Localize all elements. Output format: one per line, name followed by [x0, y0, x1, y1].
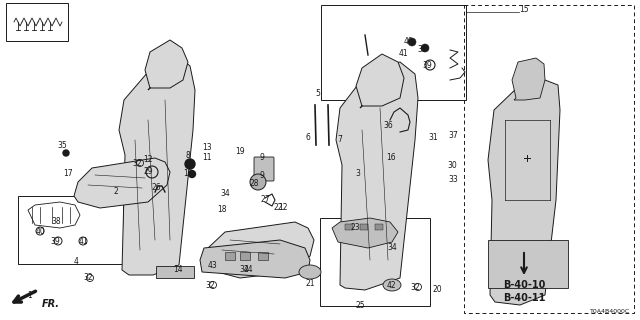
Text: 34: 34 — [387, 244, 397, 252]
Polygon shape — [119, 56, 195, 275]
Ellipse shape — [383, 279, 401, 291]
Bar — [321, 5, 466, 100]
Circle shape — [408, 38, 416, 46]
Text: 24: 24 — [243, 266, 253, 275]
Text: 9: 9 — [260, 172, 264, 180]
Text: 34: 34 — [220, 188, 230, 197]
Polygon shape — [356, 54, 404, 108]
Text: B-40-10: B-40-10 — [503, 280, 545, 290]
Circle shape — [421, 44, 429, 52]
Polygon shape — [488, 80, 560, 305]
Text: 22: 22 — [273, 203, 283, 212]
Text: 1: 1 — [28, 292, 33, 300]
Text: 28: 28 — [249, 179, 259, 188]
Text: 12: 12 — [278, 203, 288, 212]
Text: 23: 23 — [350, 223, 360, 233]
Bar — [6, 3, 68, 41]
Text: 41: 41 — [78, 236, 88, 245]
Text: 39: 39 — [50, 236, 60, 245]
Text: 40: 40 — [35, 227, 45, 236]
Text: 40: 40 — [404, 36, 414, 45]
Text: 18: 18 — [217, 205, 227, 214]
Text: 6: 6 — [305, 132, 310, 141]
Text: 30: 30 — [447, 162, 457, 171]
Circle shape — [189, 171, 195, 178]
Ellipse shape — [299, 265, 321, 279]
Text: 38: 38 — [51, 217, 61, 226]
Text: 2: 2 — [113, 188, 118, 196]
Polygon shape — [205, 222, 314, 278]
Text: 27: 27 — [260, 195, 270, 204]
Polygon shape — [145, 40, 188, 90]
Text: 26: 26 — [152, 183, 162, 193]
Text: 39: 39 — [422, 60, 432, 69]
Bar — [375, 224, 383, 230]
Bar — [240, 252, 250, 260]
Text: 38: 38 — [417, 44, 427, 53]
Text: 13: 13 — [202, 143, 212, 153]
Text: 19: 19 — [235, 148, 245, 156]
Text: 3: 3 — [355, 169, 360, 178]
Bar — [345, 224, 353, 230]
Text: FR.: FR. — [42, 299, 60, 309]
Text: 16: 16 — [386, 153, 396, 162]
Text: T0A4B4000C: T0A4B4000C — [589, 309, 630, 314]
Text: 21: 21 — [305, 278, 315, 287]
Text: 12: 12 — [143, 155, 153, 164]
Text: 42: 42 — [386, 281, 396, 290]
Polygon shape — [512, 58, 545, 100]
Circle shape — [63, 150, 69, 156]
Text: 20: 20 — [432, 285, 442, 294]
Text: 35: 35 — [57, 140, 67, 149]
Text: 32: 32 — [410, 283, 420, 292]
Bar — [488, 240, 568, 288]
Text: 8: 8 — [186, 151, 190, 161]
Polygon shape — [336, 62, 418, 290]
Text: 4: 4 — [74, 257, 79, 266]
Text: 37: 37 — [448, 132, 458, 140]
Circle shape — [250, 174, 266, 190]
Text: 7: 7 — [337, 134, 342, 143]
Bar — [225, 252, 235, 260]
Text: 31: 31 — [428, 133, 438, 142]
Text: 9: 9 — [260, 154, 264, 163]
FancyBboxPatch shape — [254, 157, 274, 181]
Circle shape — [185, 159, 195, 169]
Bar — [360, 224, 368, 230]
Text: 11: 11 — [202, 153, 212, 162]
Text: 32: 32 — [83, 274, 93, 283]
Polygon shape — [200, 240, 310, 278]
Text: 33: 33 — [448, 175, 458, 185]
Text: 29: 29 — [143, 167, 153, 177]
Text: 14: 14 — [173, 266, 183, 275]
Text: 10: 10 — [183, 170, 193, 179]
Bar — [156, 266, 194, 278]
Text: 32: 32 — [132, 158, 142, 167]
Text: 25: 25 — [355, 300, 365, 309]
Text: 34: 34 — [239, 266, 249, 275]
Polygon shape — [332, 218, 398, 248]
Bar — [464, 5, 634, 313]
Bar — [258, 252, 268, 260]
Bar — [18, 196, 123, 264]
Text: 43: 43 — [207, 260, 217, 269]
Bar — [320, 218, 430, 306]
Polygon shape — [74, 158, 170, 208]
Text: 17: 17 — [63, 170, 73, 179]
Text: 32: 32 — [205, 281, 215, 290]
Text: B-40-11: B-40-11 — [503, 293, 545, 303]
Text: 41: 41 — [398, 49, 408, 58]
Text: 15: 15 — [519, 5, 529, 14]
Text: 36: 36 — [383, 121, 393, 130]
Text: 5: 5 — [316, 90, 321, 99]
